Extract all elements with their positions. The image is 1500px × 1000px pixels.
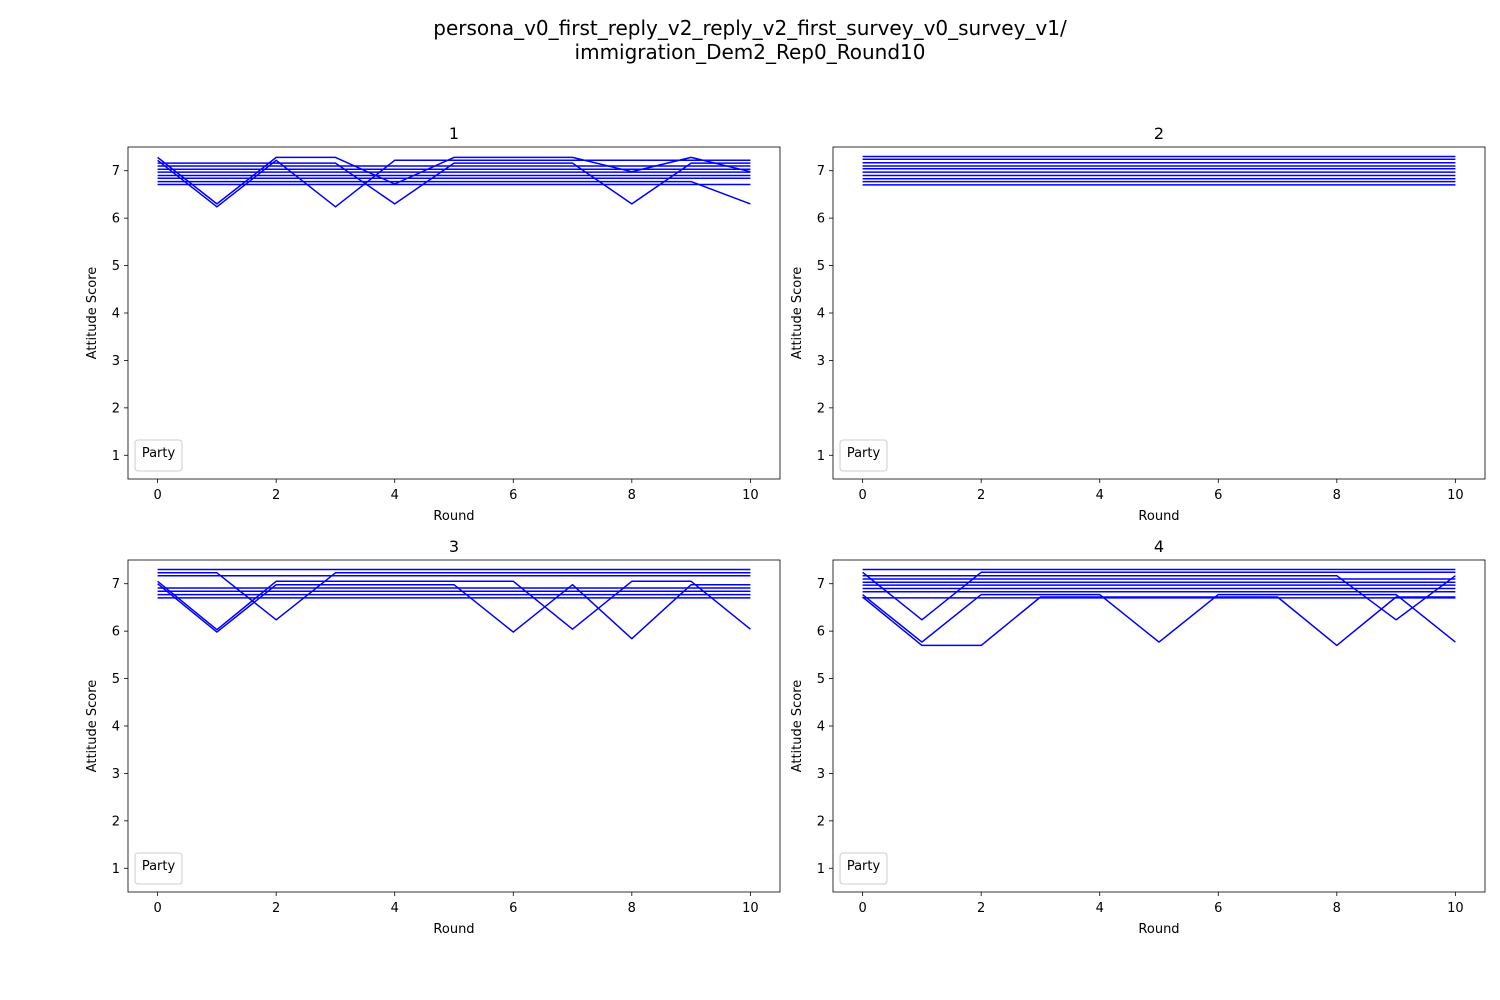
series-group	[862, 568, 1456, 647]
subplot-title: 3	[449, 537, 459, 556]
y-tick-label: 3	[817, 767, 825, 782]
series-line-10	[862, 596, 1456, 647]
x-axis-label: Round	[1138, 922, 1179, 937]
series-group	[862, 155, 1456, 186]
x-tick-label: 6	[1214, 901, 1222, 916]
axes-frame	[832, 146, 1486, 480]
y-axis-label: Attitude Score	[85, 267, 100, 360]
x-tick-label: 2	[272, 901, 280, 916]
y-tick-label: 1	[112, 449, 120, 464]
y-tick-label: 5	[112, 672, 120, 687]
series-line-5	[157, 583, 751, 640]
y-tick-label: 4	[817, 720, 825, 735]
y-tick-label: 6	[817, 625, 825, 640]
series-group	[157, 568, 751, 640]
x-tick-label: 8	[628, 488, 636, 503]
y-tick-label: 2	[817, 401, 825, 416]
legend-title: Party	[847, 446, 881, 461]
x-axis-label: Round	[433, 509, 474, 524]
series-line-9	[862, 593, 1456, 643]
y-tick-label: 7	[112, 577, 120, 592]
legend-box	[134, 439, 183, 472]
y-tick-label: 6	[112, 625, 120, 640]
x-tick-label: 2	[272, 488, 280, 503]
x-tick-label: 6	[509, 901, 517, 916]
y-tick-label: 6	[817, 212, 825, 227]
y-tick-label: 3	[112, 767, 120, 782]
x-tick-label: 0	[858, 901, 866, 916]
legend-title: Party	[142, 446, 176, 461]
y-tick-label: 1	[817, 449, 825, 464]
x-tick-label: 10	[1447, 488, 1464, 503]
y-axis-label: Attitude Score	[85, 680, 100, 773]
axes-frame	[127, 559, 781, 893]
figure-title: persona_v0_first_reply_v2_reply_v2_first…	[0, 16, 1500, 64]
subplot-title: 2	[1154, 124, 1164, 143]
y-tick-label: 4	[817, 307, 825, 322]
y-tick-label: 7	[817, 577, 825, 592]
series-line-1	[157, 156, 751, 205]
y-tick-label: 6	[112, 212, 120, 227]
x-tick-label: 6	[509, 488, 517, 503]
x-axis-label: Round	[1138, 509, 1179, 524]
subplot-title: 4	[1154, 537, 1164, 556]
x-tick-label: 4	[391, 488, 399, 503]
y-axis-label: Attitude Score	[790, 267, 805, 360]
y-axis-label: Attitude Score	[790, 680, 805, 773]
x-tick-label: 10	[742, 488, 759, 503]
y-tick-label: 2	[112, 401, 120, 416]
y-tick-label: 2	[112, 814, 120, 829]
y-tick-label: 7	[817, 164, 825, 179]
y-tick-label: 4	[112, 307, 120, 322]
x-tick-label: 0	[153, 901, 161, 916]
legend-title: Party	[847, 859, 881, 874]
x-tick-label: 2	[977, 488, 985, 503]
series-line-2	[157, 572, 751, 621]
x-tick-label: 4	[391, 901, 399, 916]
figure-title-line-2: immigration_Dem2_Rep0_Round10	[574, 40, 926, 64]
series-line-3	[157, 162, 751, 205]
subplot-title: 1	[449, 124, 459, 143]
x-tick-label: 10	[1447, 901, 1464, 916]
y-tick-label: 4	[112, 720, 120, 735]
legend-box	[134, 852, 183, 885]
x-axis-label: Round	[433, 922, 474, 937]
legend-title: Party	[142, 859, 176, 874]
y-tick-label: 1	[817, 862, 825, 877]
x-tick-label: 0	[858, 488, 866, 503]
y-tick-label: 7	[112, 164, 120, 179]
y-tick-label: 3	[817, 354, 825, 369]
y-tick-label: 2	[817, 814, 825, 829]
x-tick-label: 0	[153, 488, 161, 503]
y-tick-label: 5	[817, 259, 825, 274]
x-tick-label: 4	[1096, 488, 1104, 503]
y-tick-label: 1	[112, 862, 120, 877]
legend-box	[839, 439, 888, 472]
series-line-9	[157, 180, 751, 205]
y-tick-label: 5	[817, 672, 825, 687]
x-tick-label: 8	[1333, 488, 1341, 503]
x-tick-label: 6	[1214, 488, 1222, 503]
series-line-3	[862, 574, 1456, 621]
axes-frame	[832, 559, 1486, 893]
series-group	[157, 156, 751, 208]
legend-box	[839, 852, 888, 885]
y-tick-label: 5	[112, 259, 120, 274]
y-tick-label: 3	[112, 354, 120, 369]
x-tick-label: 8	[628, 901, 636, 916]
figure-title-line-1: persona_v0_first_reply_v2_reply_v2_first…	[433, 16, 1067, 40]
x-tick-label: 2	[977, 901, 985, 916]
x-tick-label: 10	[742, 901, 759, 916]
x-tick-label: 4	[1096, 901, 1104, 916]
x-tick-label: 8	[1333, 901, 1341, 916]
